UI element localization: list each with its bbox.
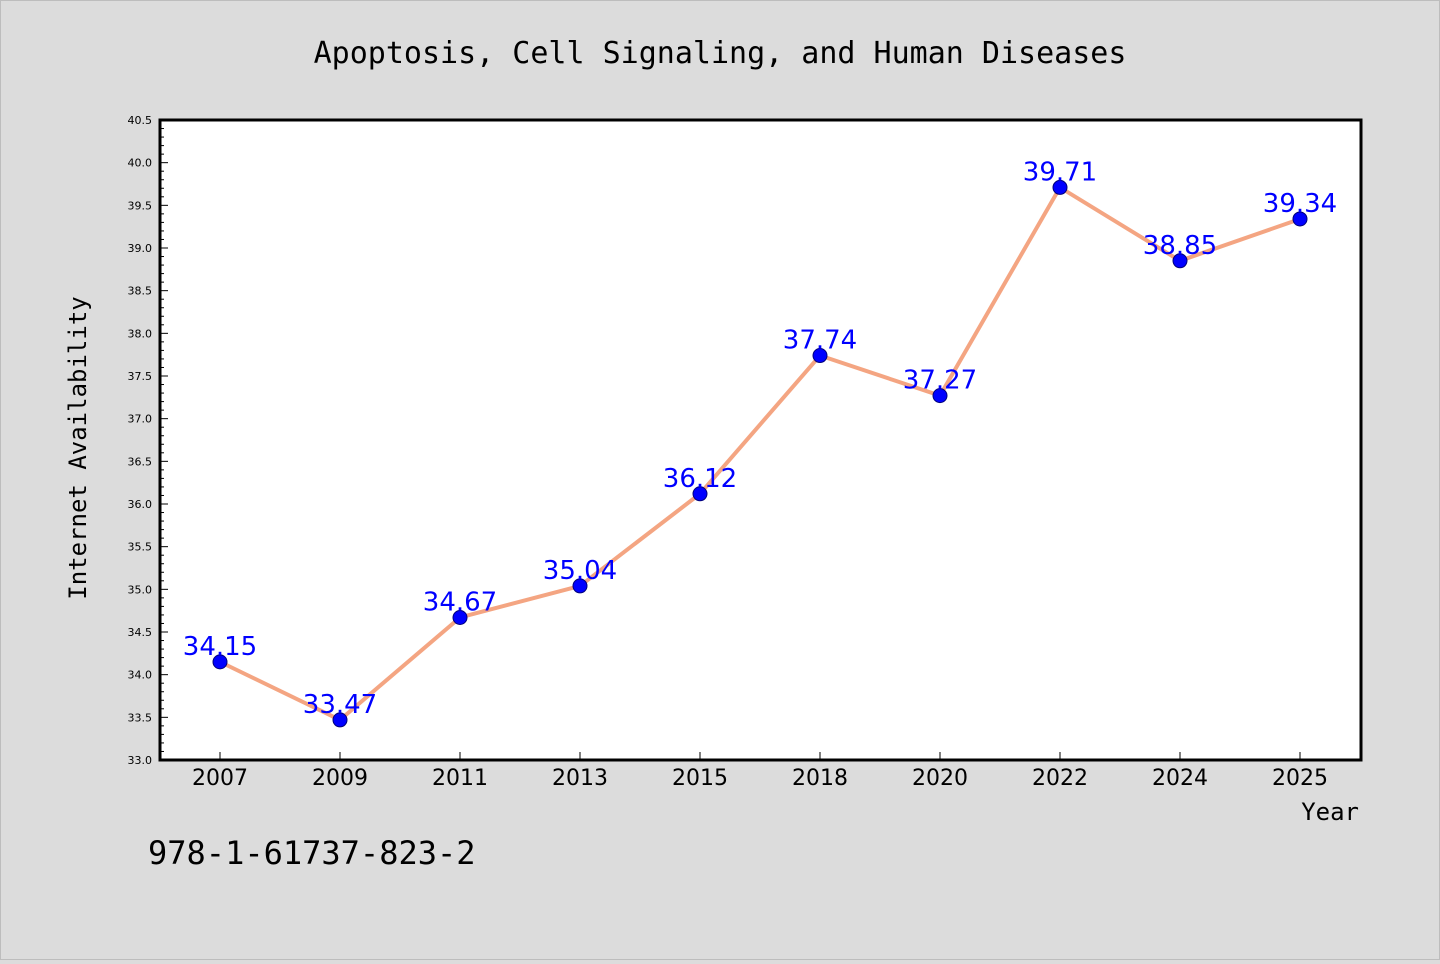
plot-area — [158, 118, 1363, 762]
data-label: 34.67 — [423, 587, 497, 617]
data-point — [1292, 211, 1308, 227]
x-tick-label: 2022 — [1032, 766, 1088, 791]
x-tick-label: 2024 — [1152, 766, 1208, 791]
y-tick-label: 33.5 — [128, 711, 153, 724]
data-label: 37.74 — [783, 326, 857, 356]
x-tick-label: 2007 — [192, 766, 248, 791]
series-line — [219, 185, 1301, 722]
data-point — [212, 654, 228, 670]
data-label: 33.47 — [303, 690, 377, 720]
series-line-group — [219, 185, 1301, 722]
x-tick-label: 2013 — [552, 766, 608, 791]
y-tick-label: 35.0 — [128, 583, 153, 596]
x-tick-label: 2018 — [792, 766, 848, 791]
x-tick-label: 2009 — [312, 766, 368, 791]
x-axis-label: Year — [1301, 798, 1359, 826]
series-markers-group — [212, 179, 1308, 728]
y-tick-label: 37.5 — [128, 370, 153, 383]
x-tick-label: 2025 — [1272, 766, 1328, 791]
y-tick-label: 34.5 — [128, 626, 153, 639]
y-tick-label: 33.0 — [128, 754, 153, 767]
data-label: 35.04 — [543, 556, 617, 586]
data-label: 38.85 — [1143, 231, 1217, 261]
y-axis-ticks: 33.0 33.5 34.0 34.5 35.0 35.5 36.0 36.5 37.0 37.5… — [128, 114, 168, 767]
chart-title: Apoptosis, Cell Signaling, and Human Dis… — [314, 36, 1127, 71]
y-tick-label: 34.0 — [128, 669, 153, 682]
x-tick-label: 2015 — [672, 766, 728, 791]
x-tick-label: 2020 — [912, 766, 968, 791]
y-tick-label: 39.0 — [128, 242, 153, 255]
y-tick-label: 38.5 — [128, 285, 153, 298]
data-point — [692, 486, 708, 502]
data-label: 39.71 — [1023, 157, 1097, 187]
y-tick-label: 38.0 — [128, 327, 153, 340]
y-tick-label: 35.5 — [128, 541, 153, 554]
y-tick-label: 40.0 — [128, 157, 153, 170]
data-label: 39.34 — [1263, 189, 1337, 219]
y-tick-label: 37.0 — [128, 413, 153, 426]
y-tick-label: 39.5 — [128, 199, 153, 212]
y-tick-label: 36.0 — [128, 498, 153, 511]
data-point — [572, 578, 588, 594]
caption-text: 978-1-61737-823-2 — [148, 834, 476, 872]
data-point — [332, 712, 348, 728]
data-label: 34.15 — [183, 632, 257, 662]
data-label: 36.12 — [663, 464, 737, 494]
data-point — [812, 348, 828, 364]
data-point — [452, 609, 468, 625]
y-axis-label: Internet Availability — [64, 296, 92, 599]
y-tick-label: 40.5 — [128, 114, 153, 127]
x-tick-label: 2011 — [432, 766, 488, 791]
data-point — [932, 388, 948, 404]
y-tick-label: 36.5 — [128, 455, 153, 468]
data-point — [1172, 253, 1188, 269]
x-axis-ticks: 2007 2009 2011 2013 2015 2018 2020 2022 2024 2025 — [192, 752, 1328, 791]
data-label: 37.27 — [903, 366, 977, 396]
data-labels-group: 34.15 33.47 34.67 35.04 36.12 37.74 37.27 39.71… — [183, 157, 1337, 719]
data-point — [1052, 179, 1068, 195]
